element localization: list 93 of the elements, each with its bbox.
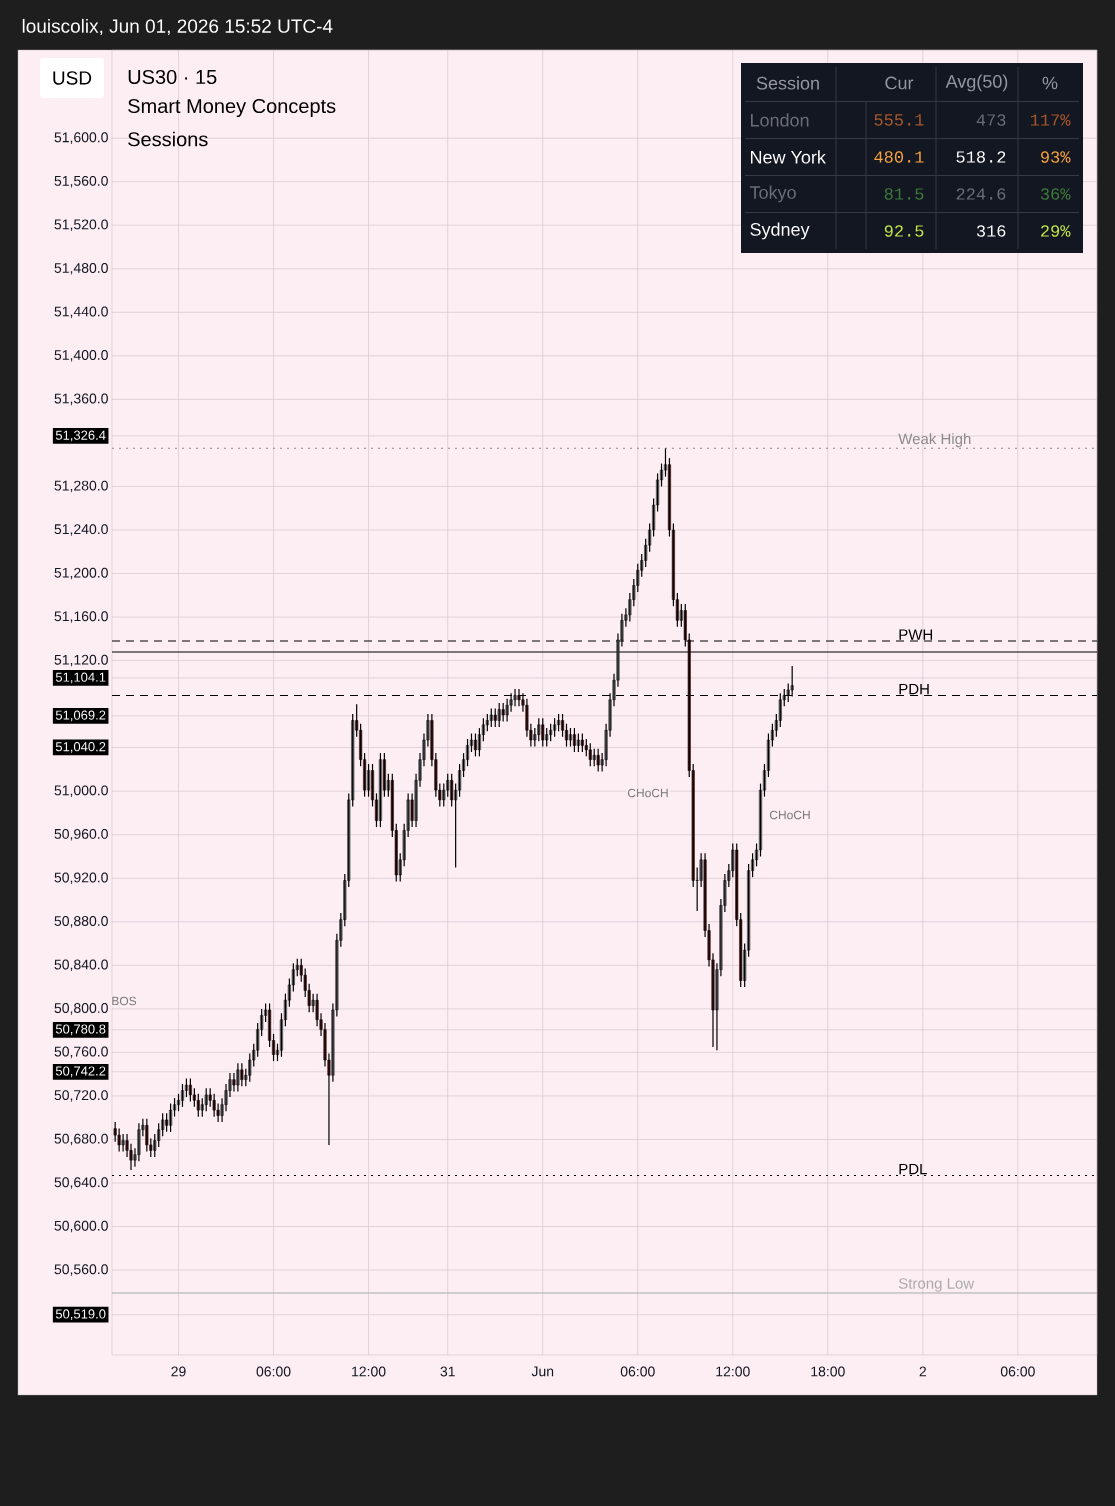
y-tick-label: 50,720.0 <box>54 1090 108 1102</box>
candlestick <box>545 727 549 748</box>
annotation: London <box>751 113 809 127</box>
y-tick-label: 50,920.0 <box>54 872 108 885</box>
y-tick-label: 51,480.0 <box>54 262 108 275</box>
y-tick-label: 50,960.0 <box>54 828 108 841</box>
annotation: CHoCH <box>627 788 668 798</box>
candlestick <box>169 1102 173 1133</box>
y-tick-label: 51,560.0 <box>54 175 108 188</box>
annotation: 518.2 <box>956 151 1006 163</box>
y-tick-label: 51,200.0 <box>54 567 108 580</box>
candlestick <box>580 732 584 753</box>
y-tick-label: 50,640.0 <box>54 1177 108 1189</box>
x-tick-label: 12:00 <box>352 1366 386 1377</box>
candlestick <box>553 717 557 738</box>
y-tick-label: 51,160.0 <box>54 611 108 623</box>
x-tick-label: 06:00 <box>1000 1366 1035 1377</box>
annotation: 36% <box>1040 188 1071 200</box>
annotation: 316 <box>976 225 1006 237</box>
annotation: 29% <box>1041 225 1071 237</box>
y-tick-label: 50,742.2 <box>55 1066 106 1078</box>
annotation: 92.5 <box>884 225 924 237</box>
candlestick <box>576 732 580 753</box>
candlestick <box>477 727 481 757</box>
x-tick-label: Jun <box>531 1366 554 1377</box>
ref-line-label: Strong Low <box>898 1278 975 1292</box>
y-tick-label: 50,560.0 <box>54 1264 108 1276</box>
candlestick <box>161 1112 165 1137</box>
annotation: New York <box>751 150 826 164</box>
y-tick-label: 50,600.0 <box>54 1220 108 1233</box>
text: USD <box>53 71 92 85</box>
candlestick <box>145 1118 149 1153</box>
y-tick-label: 50,800.0 <box>54 1003 108 1015</box>
x-tick-label: 29 <box>171 1366 186 1377</box>
x-tick-label: 18:00 <box>811 1366 845 1377</box>
text: louiscolix, Jun 01, 2026 15:52 UTC-4 <box>22 18 333 36</box>
candlestick <box>489 707 493 728</box>
annotation: 480.1 <box>874 151 924 163</box>
y-tick-label: 51,104.1 <box>55 672 106 684</box>
x-tick-label: 2 <box>919 1366 927 1377</box>
x-tick-label: 06:00 <box>620 1366 655 1377</box>
annotation: Sessions <box>128 131 208 147</box>
annotation: Sydney <box>750 222 810 240</box>
y-tick-label: 50,519.0 <box>55 1309 106 1321</box>
candlestick <box>501 702 505 723</box>
annotation: 117% <box>1030 114 1071 126</box>
x-tick-label: 06:00 <box>256 1366 291 1377</box>
annotation: 224.6 <box>956 188 1006 200</box>
y-tick-label: 50,880.0 <box>54 916 108 928</box>
candlestick <box>790 665 794 698</box>
ref-line-label: Weak High <box>898 433 971 448</box>
y-tick-label: 51,280.0 <box>54 480 108 493</box>
y-tick-label: 51,520.0 <box>54 219 108 232</box>
candlestick <box>188 1077 192 1102</box>
y-tick-label: 51,360.0 <box>54 393 108 406</box>
annotation: Avg(50) <box>945 74 1008 92</box>
y-tick-label: 51,240.0 <box>54 524 108 536</box>
x-tick-label: 31 <box>440 1366 455 1377</box>
y-tick-label: 51,000.0 <box>54 785 108 797</box>
annotation: Cur <box>885 76 914 90</box>
candlestick <box>200 1097 204 1118</box>
ref-line-label: PDL <box>899 1163 927 1175</box>
candlestick <box>588 742 592 767</box>
annotation: % <box>1042 76 1058 90</box>
y-tick-label: 51,069.2 <box>55 710 106 722</box>
ref-line-label: PDH <box>899 683 929 695</box>
y-tick-label: 51,400.0 <box>54 350 108 362</box>
x-tick-label: 12:00 <box>716 1366 750 1377</box>
candlestick <box>541 717 545 748</box>
y-tick-label: 51,600.0 <box>54 132 108 144</box>
candlestick <box>786 682 790 703</box>
annotation: BOS <box>112 996 137 1006</box>
y-tick-label: 51,440.0 <box>54 306 108 319</box>
y-tick-label: 51,326.4 <box>55 430 106 442</box>
text: Smart Money Concepts <box>128 98 336 118</box>
annotation: CHoCH <box>769 810 810 820</box>
y-tick-label: 50,840.0 <box>54 959 108 972</box>
annotation: Session <box>756 76 819 90</box>
annotation: 81.5 <box>884 188 924 200</box>
annotation: Tokyo <box>749 185 796 203</box>
candlestick <box>493 707 497 728</box>
candlestick <box>497 702 501 728</box>
annotation: 93% <box>1041 151 1071 163</box>
y-tick-label: 50,780.8 <box>55 1024 106 1036</box>
candlestick <box>596 748 600 773</box>
text: US30 · 15 <box>128 69 217 85</box>
y-tick-label: 51,040.2 <box>55 742 106 753</box>
y-tick-label: 51,120.0 <box>54 654 108 667</box>
y-tick-label: 50,760.0 <box>54 1046 108 1059</box>
y-tick-label: 50,680.0 <box>54 1133 108 1146</box>
annotation: 555.1 <box>874 114 924 126</box>
annotation: 473 <box>976 114 1006 126</box>
ref-line-label: PWH <box>899 629 933 640</box>
